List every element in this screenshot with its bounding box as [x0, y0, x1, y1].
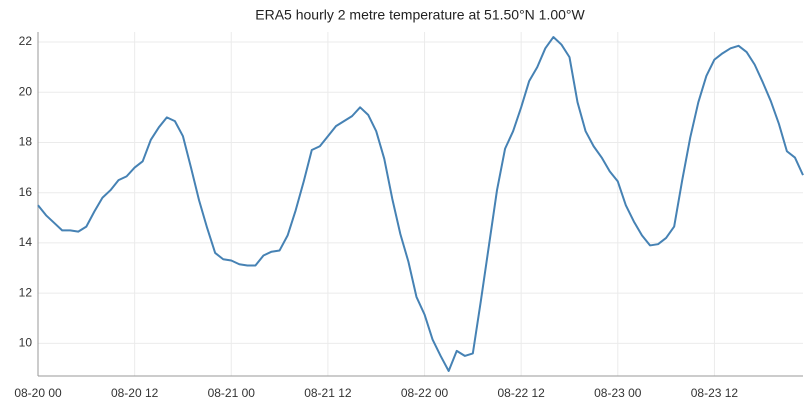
- y-tick-label: 16: [19, 185, 33, 199]
- x-tick-label: 08-21 00: [208, 386, 256, 400]
- chart-title: ERA5 hourly 2 metre temperature at 51.50…: [255, 7, 585, 23]
- y-tick-label: 18: [19, 135, 33, 149]
- x-tick-label: 08-22 12: [497, 386, 545, 400]
- y-tick-label: 20: [19, 84, 33, 98]
- temperature-line: [37, 36, 804, 372]
- x-tick-label: 08-22 00: [401, 386, 449, 400]
- x-tick-label: 08-20 00: [14, 386, 62, 400]
- x-tick-label: 08-23 12: [691, 386, 739, 400]
- y-tick-label: 12: [19, 285, 33, 299]
- y-tick-label: 10: [19, 336, 33, 350]
- x-tick-label: 08-21 12: [304, 386, 352, 400]
- x-tick-label: 08-20 12: [111, 386, 159, 400]
- y-tick-label: 22: [19, 34, 33, 48]
- x-tick-label: 08-23 00: [594, 386, 642, 400]
- y-tick-label: 14: [19, 235, 33, 249]
